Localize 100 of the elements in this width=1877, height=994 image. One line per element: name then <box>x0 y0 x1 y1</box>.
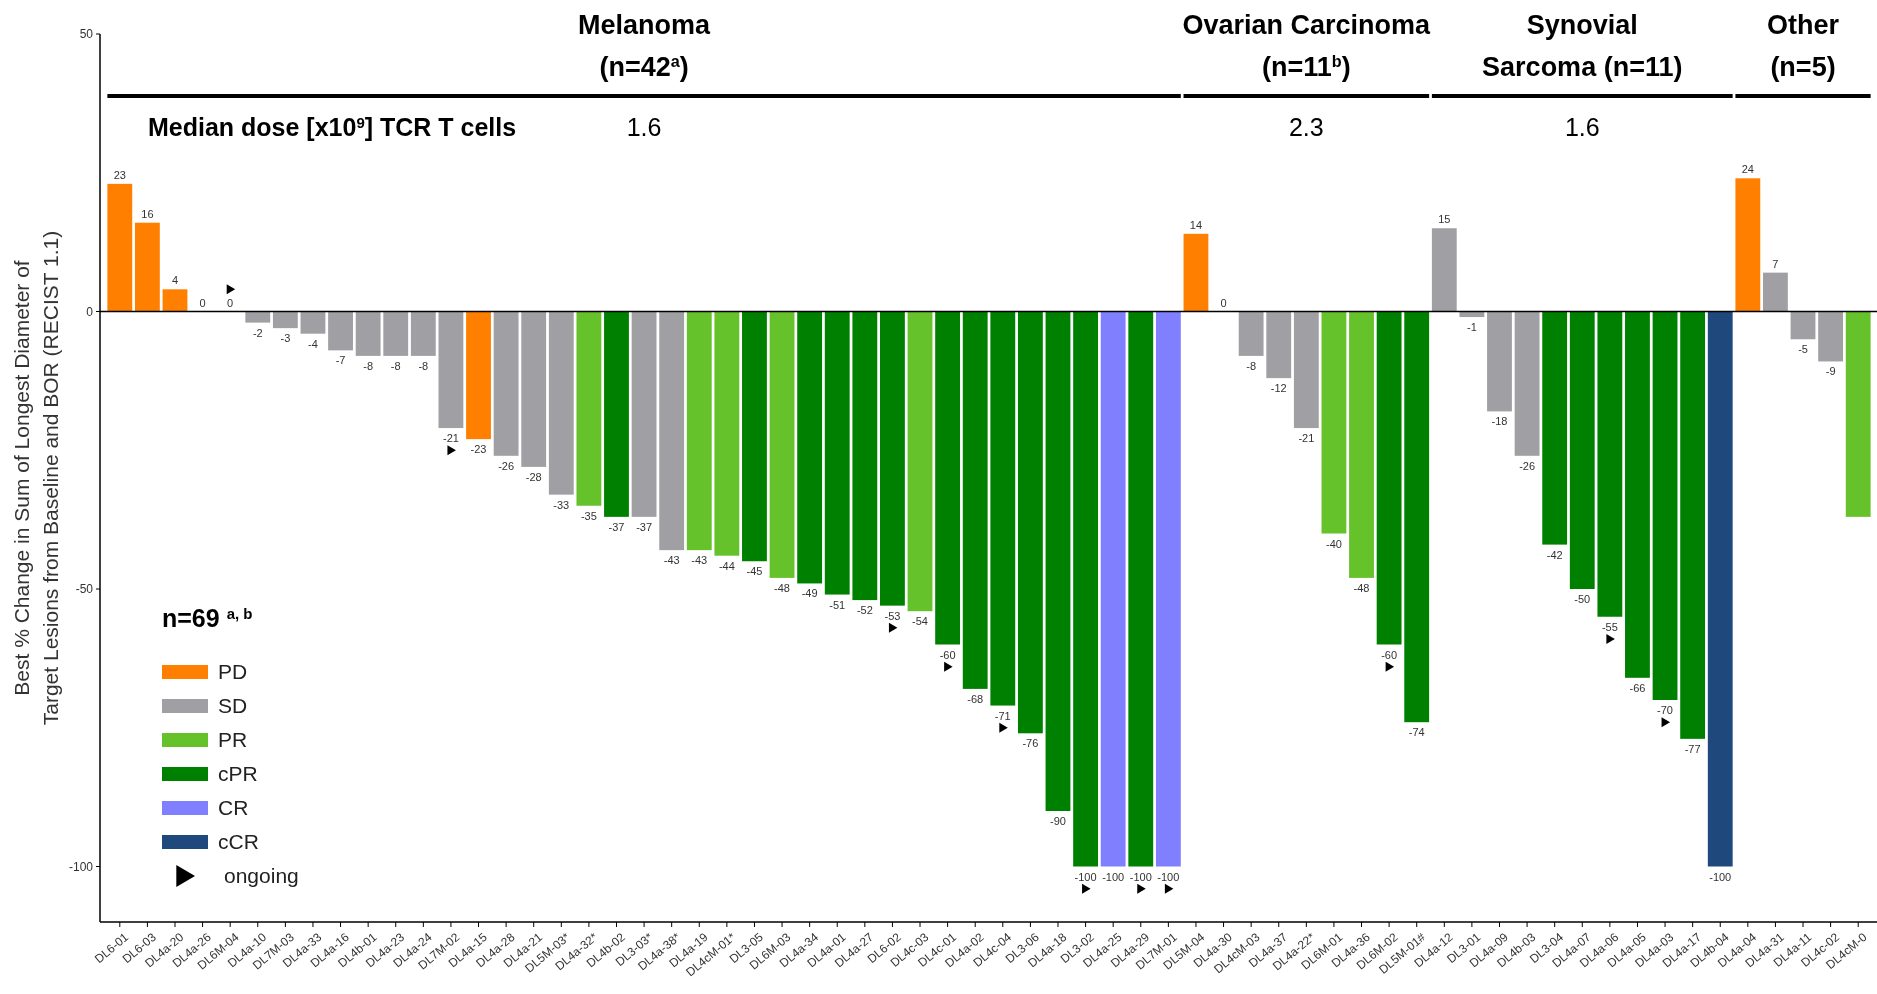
data-label: -49 <box>801 587 818 600</box>
bar <box>1735 178 1761 312</box>
bar <box>1321 311 1347 534</box>
data-label: -8 <box>1246 359 1257 372</box>
data-label: -48 <box>774 581 790 594</box>
data-label: -42 <box>1546 548 1563 561</box>
data-label: -12 <box>1270 382 1287 395</box>
bar <box>1155 311 1181 867</box>
bar <box>438 311 464 429</box>
data-label: -8 <box>390 359 401 372</box>
data-label: -1 <box>1467 321 1477 334</box>
data-label: -53 <box>884 609 901 622</box>
data-label: -74 <box>1408 726 1425 739</box>
data-label: -100 <box>1129 870 1152 883</box>
bar <box>1293 311 1319 429</box>
bar <box>466 311 491 440</box>
data-label: 15 <box>1438 213 1451 226</box>
data-label: 16 <box>141 207 154 220</box>
legend-label: PR <box>218 728 248 752</box>
data-label: -77 <box>1684 742 1701 755</box>
bar <box>1349 311 1374 578</box>
data-label: -21 <box>442 432 459 445</box>
data-label: -26 <box>498 459 515 472</box>
data-label: -51 <box>829 598 846 611</box>
bar <box>1100 311 1126 867</box>
legend-label: PD <box>218 660 248 684</box>
bar <box>1763 272 1788 312</box>
data-label: -35 <box>580 509 597 522</box>
data-label: 4 <box>171 274 179 287</box>
annotation: 2.3 <box>1288 113 1324 141</box>
bar <box>245 311 271 323</box>
data-label: -21 <box>1298 432 1315 445</box>
bar <box>1266 311 1292 379</box>
bar <box>631 311 657 517</box>
data-label: 23 <box>113 168 126 181</box>
bar <box>328 311 353 351</box>
bar <box>880 311 905 606</box>
data-label: -23 <box>470 443 487 456</box>
data-label: -54 <box>912 615 928 628</box>
bar <box>1625 311 1650 678</box>
bar <box>659 311 685 551</box>
data-label: -37 <box>608 520 625 533</box>
bar <box>162 289 188 312</box>
y-tick-label: 50 <box>79 27 94 42</box>
bar <box>1404 311 1430 723</box>
bar <box>1073 311 1098 867</box>
data-label: -3 <box>280 332 291 345</box>
bar <box>272 311 298 329</box>
data-label: -9 <box>1825 365 1836 378</box>
data-label: -60 <box>1381 648 1398 661</box>
bar <box>852 311 878 601</box>
data-label: 0 <box>199 296 206 309</box>
data-label: -33 <box>553 498 570 511</box>
data-label: 7 <box>1772 257 1779 270</box>
bar <box>686 311 712 551</box>
bar <box>410 311 436 356</box>
annotation: Synovial Sarcoma (n=11) <box>1482 10 1683 82</box>
data-label: -60 <box>939 648 956 661</box>
data-label: -66 <box>1629 681 1646 694</box>
data-label: -55 <box>1601 620 1618 633</box>
annotation: Melanoma (n=42$^{a}$) <box>578 10 712 82</box>
data-label: -52 <box>856 604 873 617</box>
data-label: -76 <box>1022 737 1039 750</box>
bar <box>1487 311 1512 412</box>
bar <box>355 311 381 356</box>
bar <box>824 311 850 595</box>
data-label: 0 <box>227 296 234 309</box>
y-tick-label: -50 <box>75 582 94 597</box>
bar <box>742 311 767 562</box>
data-label: -44 <box>718 559 735 572</box>
bar <box>107 183 133 312</box>
data-label: 14 <box>1189 218 1203 231</box>
data-label: -7 <box>335 354 346 367</box>
data-label: -18 <box>1491 415 1508 428</box>
bar <box>714 311 740 556</box>
data-label: -100 <box>1102 870 1125 883</box>
data-label: -37 <box>636 520 653 533</box>
bar <box>990 311 1016 706</box>
data-label: -26 <box>1519 459 1536 472</box>
bar <box>907 311 933 612</box>
bar <box>1431 228 1457 312</box>
bar <box>1652 311 1678 700</box>
bar <box>383 311 409 356</box>
data-label: -40 <box>1325 537 1342 550</box>
bar <box>1183 233 1209 312</box>
bar <box>1514 311 1540 456</box>
data-label: 24 <box>1741 163 1754 176</box>
bar <box>521 311 547 467</box>
legend-label: cPR <box>218 762 258 786</box>
data-label: -90 <box>1050 815 1066 827</box>
data-label: -71 <box>994 709 1011 722</box>
legend-label: CR <box>218 796 249 820</box>
data-label: -45 <box>746 565 763 578</box>
bar <box>797 311 823 584</box>
legend-label: cCR <box>218 830 259 854</box>
bar <box>1017 311 1043 734</box>
bar <box>1569 311 1595 589</box>
data-label: -43 <box>663 554 680 567</box>
bar <box>769 311 795 578</box>
y-tick-label: 0 <box>86 304 94 319</box>
